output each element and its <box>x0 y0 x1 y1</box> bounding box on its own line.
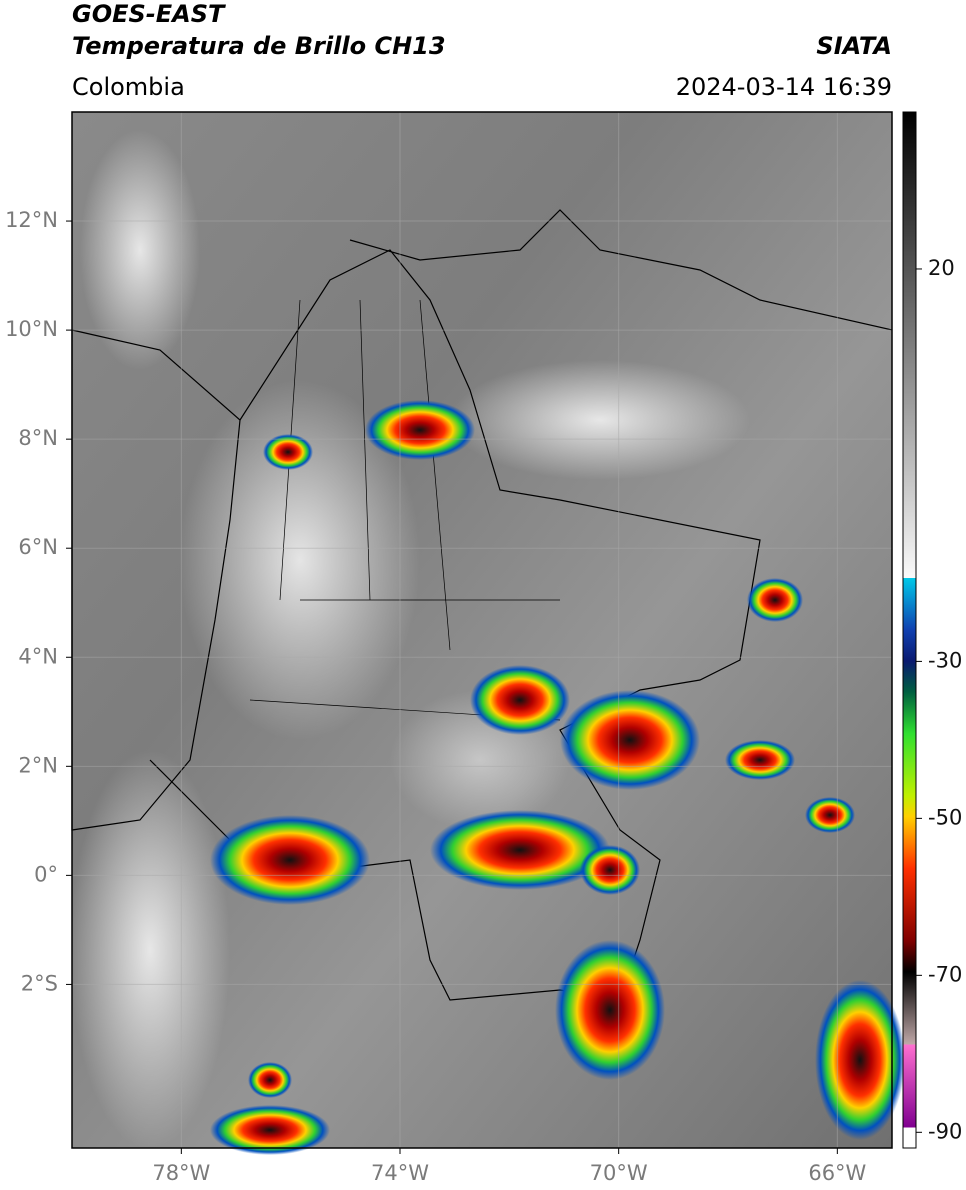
colorbar-tick-label: -30 <box>928 648 962 672</box>
y-tick-label: 2°N <box>18 753 58 777</box>
x-tick-label: 78°W <box>152 1161 210 1185</box>
y-tick-label: 12°N <box>5 208 58 232</box>
datetime: 2024-03-14 16:39 <box>676 73 892 101</box>
y-tick-label: 2°S <box>21 971 58 995</box>
y-tick-label: 6°N <box>18 535 58 559</box>
y-tick-label: 4°N <box>18 644 58 668</box>
imagery <box>70 112 905 1155</box>
x-tick-label: 66°W <box>808 1161 866 1185</box>
map-frame <box>71 111 893 1149</box>
y-tick-label: 0° <box>34 862 58 886</box>
subtitle: Temperatura de Brillo CH13 <box>72 32 446 60</box>
x-tick-label: 74°W <box>371 1161 429 1185</box>
x-tick-label: 70°W <box>590 1161 648 1185</box>
colorbar-tick-label: -50 <box>928 805 962 829</box>
title: GOES-EAST <box>72 0 226 28</box>
y-tick-label: 10°N <box>5 317 58 341</box>
colorbar <box>902 111 917 1149</box>
y-tick-label: 8°N <box>18 426 58 450</box>
colorbar-tick-label: 20 <box>928 256 955 280</box>
colorbar-tick-label: -90 <box>928 1119 962 1143</box>
source: SIATA <box>816 32 892 60</box>
region: Colombia <box>72 73 185 101</box>
colorbar-tick-label: -70 <box>928 962 962 986</box>
